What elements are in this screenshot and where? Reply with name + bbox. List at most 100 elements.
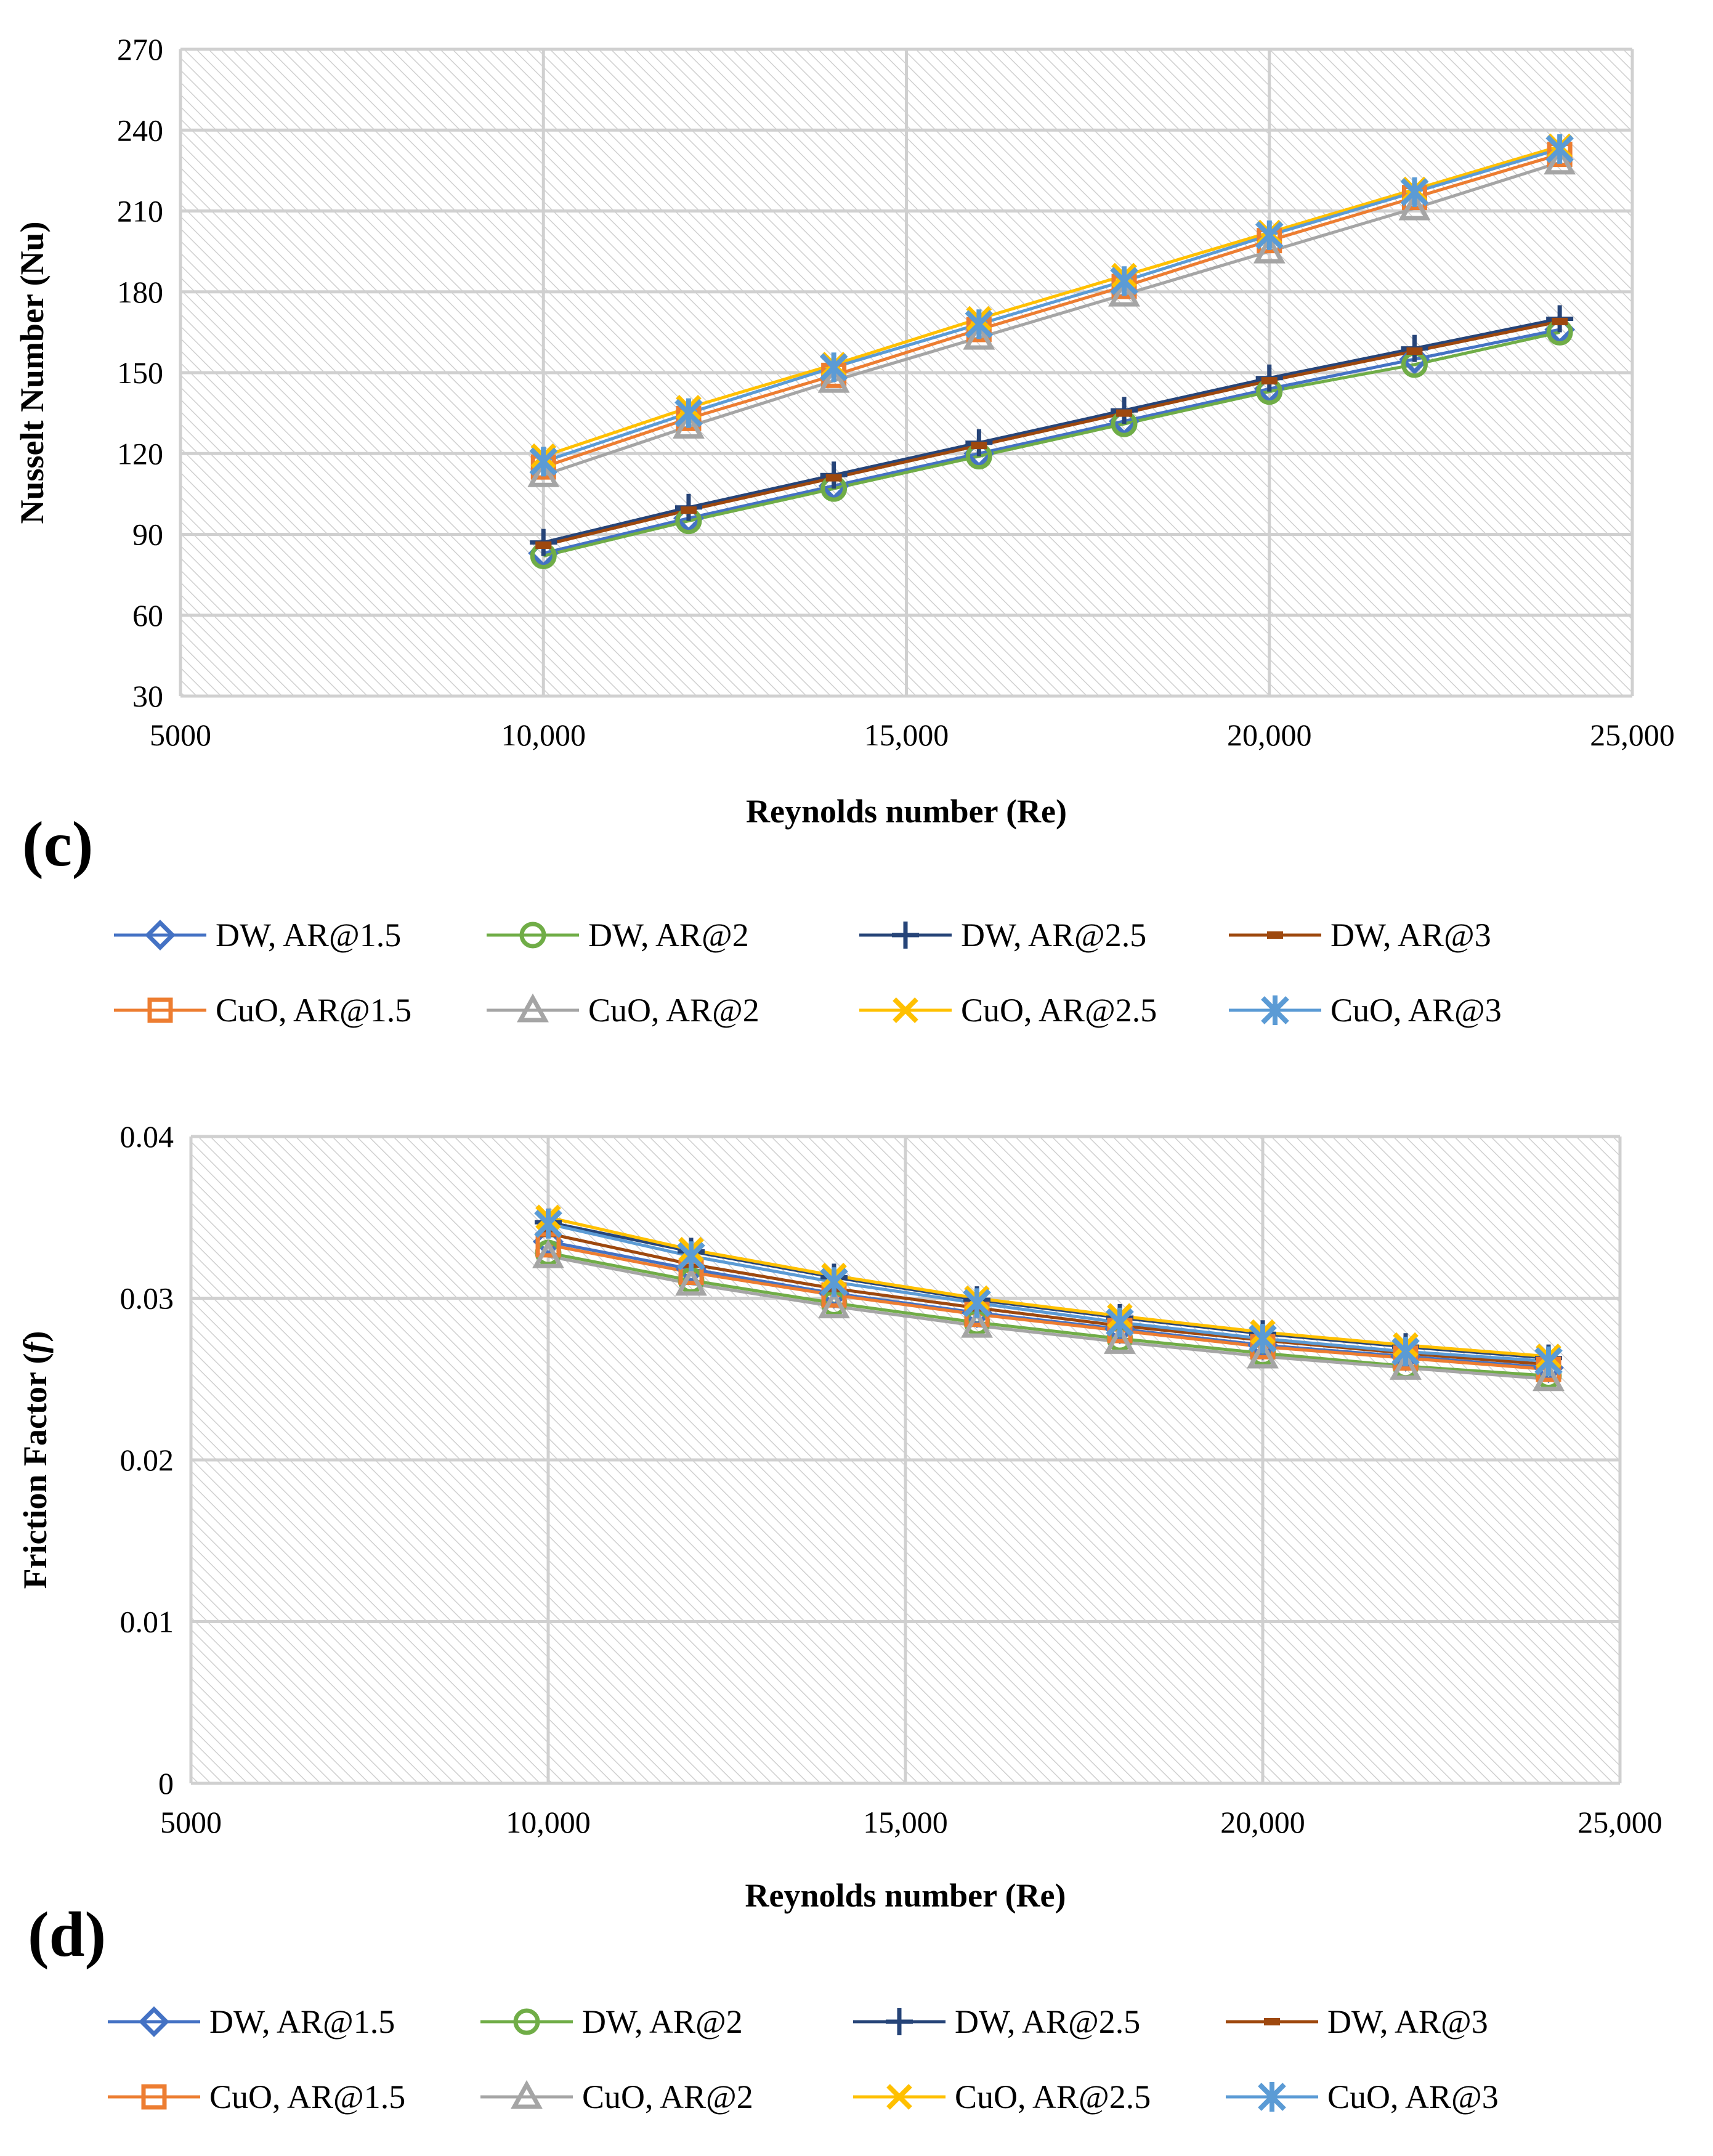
legend-item: CuO, AR@1.5 [108, 2078, 405, 2115]
legend: DW, AR@1.5 DW, AR@2 DW, AR@2.5 DW, AR@3 CuO,… [108, 2003, 1499, 2115]
y-tick-label: 120 [117, 436, 163, 471]
y-tick-label: 0 [158, 1766, 174, 1801]
x-axis-title: Reynolds number (Re) [746, 793, 1067, 830]
series-line [548, 1254, 1549, 1381]
data-point [1255, 220, 1284, 250]
legend: DW, AR@1.5 DW, AR@2 DW, AR@2.5 DW, AR@3 CuO,… [114, 917, 1502, 1029]
chart-panel-d: 0 0.01 0.02 0.03 0.04 5000 10,000 15,000 20,000 2… [17, 1119, 1662, 2115]
panel-label: (c) [22, 809, 93, 880]
legend-item: CuO, AR@2.5 [859, 992, 1157, 1029]
series-CuO, AR@2 [548, 1254, 1549, 1381]
data-point [527, 458, 560, 487]
series-CuO, AR@2 [543, 161, 1560, 477]
series-CuO, AR@1.5 [548, 1243, 1549, 1371]
series-line [543, 317, 1560, 545]
legend-marker [892, 922, 919, 949]
data-point [673, 410, 705, 439]
legend-label: CuO, AR@1.5 [216, 992, 411, 1029]
data-point [1247, 1339, 1279, 1369]
data-point [1390, 1351, 1422, 1380]
data-point [535, 541, 552, 549]
series-line [548, 1215, 1549, 1358]
y-tick-label: 0.02 [120, 1443, 174, 1477]
data-point [1253, 234, 1286, 264]
series-DW, AR@2 [548, 1251, 1549, 1377]
legend-item: DW, AR@1.5 [108, 2003, 395, 2040]
series-line [548, 1220, 1549, 1360]
y-tick-label: 210 [117, 194, 163, 229]
series-DW, AR@3 [548, 1232, 1549, 1366]
legend-label: CuO, AR@3 [1330, 992, 1502, 1029]
legend-marker [1264, 2018, 1280, 2025]
y-axis-title-text: Nusselt Number (Nu) [14, 221, 51, 524]
legend-marker [517, 993, 549, 1023]
legend-label: DW, AR@2 [588, 917, 749, 954]
data-point [1106, 1307, 1134, 1337]
y-tick-label: 240 [117, 113, 163, 147]
data-point [1108, 277, 1140, 307]
data-point [965, 309, 994, 339]
legend-label: CuO, AR@2.5 [955, 2078, 1151, 2115]
legend-item: CuO, AR@2 [487, 992, 759, 1029]
y-tick-label: 60 [132, 598, 163, 633]
series-DW, AR@1.5 [548, 1240, 1549, 1369]
data-point [971, 442, 987, 450]
y-tick-label: 150 [117, 355, 163, 390]
data-point [1116, 409, 1133, 417]
data-point [963, 320, 995, 350]
series-line [548, 1232, 1549, 1366]
legend-item: DW, AR@3 [1229, 917, 1491, 954]
data-point [963, 1288, 991, 1318]
series-DW, AR@2.5 [548, 1220, 1549, 1360]
data-point [1544, 145, 1576, 175]
markers-CuO, AR@2 [532, 1239, 1565, 1392]
legend-label: CuO, AR@2 [588, 992, 759, 1029]
data-point [1261, 377, 1278, 385]
data-point [818, 1289, 850, 1319]
y-tick-label: 0.04 [120, 1119, 174, 1154]
legend-item: DW, AR@2.5 [859, 917, 1146, 954]
legend-item: DW, AR@2 [480, 2003, 743, 2040]
series-CuO, AR@2.5 [548, 1215, 1549, 1358]
legend-label: CuO, AR@3 [1327, 2078, 1499, 2115]
legend-label: DW, AR@2.5 [955, 2003, 1140, 2040]
legend-marker [519, 922, 546, 949]
legend-label: DW, AR@1.5 [216, 917, 401, 954]
legend-item: CuO, AR@3 [1226, 2078, 1499, 2115]
y-tick-label: 0.03 [120, 1281, 174, 1316]
series-line [548, 1240, 1549, 1369]
x-tick-label: 15,000 [864, 718, 949, 752]
x-tick-label: 20,000 [1227, 718, 1312, 752]
data-point [680, 506, 697, 514]
series-DW, AR@2 [543, 330, 1560, 557]
data-point [1110, 266, 1138, 296]
x-tick-label: 20,000 [1220, 1805, 1305, 1839]
series-DW, AR@1.5 [543, 328, 1560, 555]
data-point [820, 1267, 848, 1297]
data-point [825, 474, 842, 482]
data-point [1391, 1337, 1420, 1367]
data-point [677, 1241, 705, 1271]
chart-panel-c: 30 60 90 120 150 180 210 240 270 5000 10,000 15,000… [14, 32, 1675, 1029]
y-axis-title-text: Friction Factor ( [17, 1353, 54, 1589]
data-point [1552, 317, 1568, 325]
series-line [543, 330, 1560, 557]
series-line [543, 153, 1560, 469]
legend-marker [1258, 2082, 1286, 2112]
legend-marker [886, 2084, 912, 2110]
legend-marker [1261, 995, 1289, 1025]
series-CuO, AR@3 [548, 1222, 1549, 1363]
y-axis-title: Friction Factor (f) [17, 1331, 54, 1589]
legend-item: CuO, AR@2.5 [853, 2078, 1151, 2115]
legend-marker [893, 997, 918, 1023]
series-line [543, 161, 1560, 477]
legend-label: CuO, AR@1.5 [209, 2078, 405, 2115]
data-point [1104, 1325, 1136, 1354]
legend-label: DW, AR@2 [582, 2003, 743, 2040]
x-tick-label: 25,000 [1577, 1805, 1662, 1839]
markers-DW, AR@3 [535, 317, 1568, 549]
series-DW, AR@2.5 [543, 317, 1560, 545]
y-axis-title: Nusselt Number (Nu) [14, 221, 51, 524]
y-tick-label: 270 [117, 32, 163, 67]
data-point [532, 1239, 564, 1268]
